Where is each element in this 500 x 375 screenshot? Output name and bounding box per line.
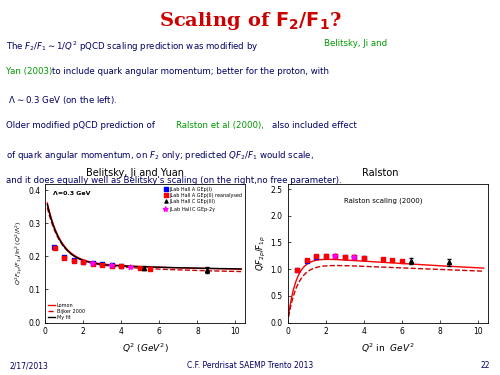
Text: Yan (2003): Yan (2003) xyxy=(6,67,52,76)
Point xyxy=(302,257,310,263)
Point xyxy=(79,259,87,265)
Text: $\Lambda$$\sim$0.3 GeV (on the left).: $\Lambda$$\sim$0.3 GeV (on the left). xyxy=(6,94,117,106)
Text: 2/17/2013: 2/17/2013 xyxy=(10,362,49,370)
Point xyxy=(98,261,106,267)
Point xyxy=(312,254,320,260)
Point xyxy=(350,254,358,260)
X-axis label: $Q^2$ in  $GeV^2$: $Q^2$ in $GeV^2$ xyxy=(360,342,414,355)
Text: to include quark angular momentum; better for the proton, with: to include quark angular momentum; bette… xyxy=(52,67,330,76)
Y-axis label: $Q^2F_{2p}/F_{1p}/\ln^2(Q^2/\Lambda^2)$: $Q^2F_{2p}/F_{1p}/\ln^2(Q^2/\Lambda^2)$ xyxy=(14,221,25,285)
Point xyxy=(340,254,348,260)
Text: of quark angular momentum, on $F_2$ only; predicted $QF_2/F_1$ would scale,: of quark angular momentum, on $F_2$ only… xyxy=(6,149,314,162)
Point xyxy=(88,261,96,267)
Point xyxy=(108,262,116,268)
Point xyxy=(98,262,106,268)
Point xyxy=(331,254,339,260)
Text: Ralston: Ralston xyxy=(362,168,398,178)
Point xyxy=(360,255,368,261)
Point xyxy=(322,253,330,259)
Point xyxy=(50,244,58,250)
Point xyxy=(60,254,68,260)
Text: Λ=0.3 GeV: Λ=0.3 GeV xyxy=(53,190,90,196)
Point xyxy=(126,264,134,270)
Point xyxy=(302,258,310,264)
Text: The $F_2/F_1$$\sim$$1/Q^2$ pQCD scaling prediction was modified by: The $F_2/F_1$$\sim$$1/Q^2$ pQCD scaling … xyxy=(6,39,258,54)
Point xyxy=(108,262,116,268)
Point xyxy=(70,257,78,263)
Text: and it does equally well as Belitsky's scaling (on the right,no free parameter).: and it does equally well as Belitsky's s… xyxy=(6,176,342,185)
Point xyxy=(146,266,154,272)
Text: Belitsky, Ji and Yuan: Belitsky, Ji and Yuan xyxy=(86,168,184,178)
Point xyxy=(331,254,339,260)
Point xyxy=(117,263,125,269)
Point xyxy=(398,258,406,264)
Text: Belitsky, Ji and: Belitsky, Ji and xyxy=(324,39,387,48)
Point xyxy=(322,253,330,259)
Point xyxy=(293,267,301,273)
Legend: Lomon, Bijker 2000, My fit: Lomon, Bijker 2000, My fit xyxy=(48,302,85,320)
Point xyxy=(117,262,125,268)
Point xyxy=(312,254,320,260)
Point xyxy=(79,260,87,266)
Text: Older modified pQCD prediction of: Older modified pQCD prediction of xyxy=(6,122,155,130)
Point xyxy=(88,261,96,267)
Point xyxy=(136,265,144,271)
Point xyxy=(378,256,386,262)
Text: Ralston et al (2000),: Ralston et al (2000), xyxy=(176,122,264,130)
Y-axis label: $QF_{2p}/F_{1p}$: $QF_{2p}/F_{1p}$ xyxy=(254,235,268,271)
Point xyxy=(340,254,348,260)
Point xyxy=(350,254,358,260)
Point xyxy=(50,245,58,251)
Point xyxy=(360,255,368,261)
Text: C.F. Perdrisat SAEMP Trento 2013: C.F. Perdrisat SAEMP Trento 2013 xyxy=(187,362,313,370)
Point xyxy=(350,254,358,260)
Point xyxy=(70,258,78,264)
Point xyxy=(60,255,68,261)
Point xyxy=(331,254,339,260)
Text: Scaling of $\mathbf{F_2/F_1}$?: Scaling of $\mathbf{F_2/F_1}$? xyxy=(158,10,342,33)
Point xyxy=(293,267,301,273)
Text: Ralston scaling (2000): Ralston scaling (2000) xyxy=(344,198,422,204)
Point xyxy=(108,262,116,268)
Point xyxy=(388,257,396,263)
Point xyxy=(88,260,96,266)
X-axis label: $Q^2$ ($GeV^2$): $Q^2$ ($GeV^2$) xyxy=(122,342,168,355)
Text: 22: 22 xyxy=(480,362,490,370)
Text: also included effect: also included effect xyxy=(272,122,356,130)
